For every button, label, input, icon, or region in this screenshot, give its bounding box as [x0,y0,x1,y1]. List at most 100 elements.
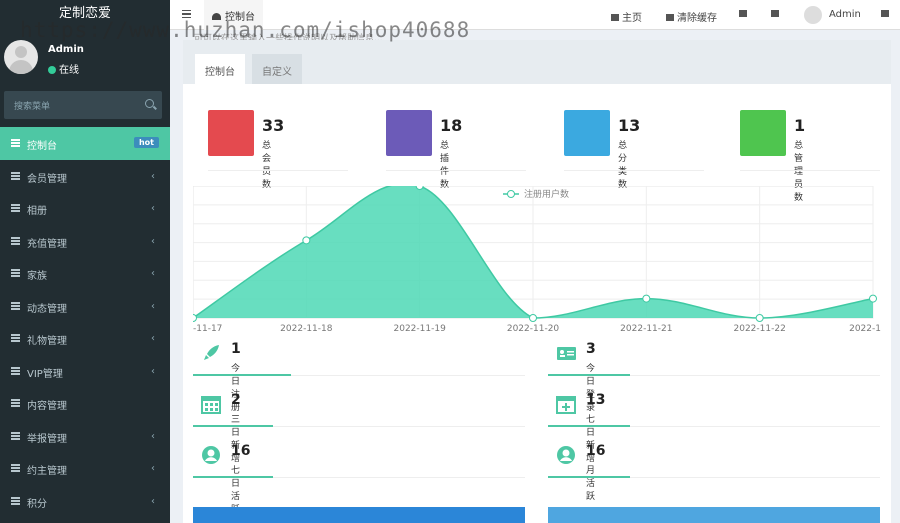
top-navbar: 控制台 主页 清除缓存 Admin [170,0,900,30]
sidebar-item-label: 内容管理 [27,401,67,412]
info-caption: 三日新增 [231,415,241,464]
stat-caption: 总分类数 [618,141,628,190]
dashboard-icon [11,139,20,147]
sidebar-item-hosts[interactable]: 约主管理 ‹ [0,452,170,485]
list-icon [11,464,20,472]
data-point[interactable] [415,186,424,190]
search-icon[interactable] [145,99,154,108]
user-circle-icon [557,446,575,464]
stat-caption: 总管理员数 [794,141,804,203]
fullscreen-button[interactable] [771,9,782,20]
info-value: 1 [231,341,241,357]
sidebar-item-label: 积分 [27,498,47,510]
list-icon [11,171,20,180]
chevron-left-icon: ‹ [151,170,155,182]
chart-legend[interactable]: 注册用户数 [503,188,569,200]
chevron-left-icon: ‹ [151,268,155,279]
sidebar-item-label: 会员管理 [27,173,67,185]
x-tick-label: 2022-1 [849,324,881,334]
legend-label: 注册用户数 [524,188,569,200]
hot-badge: hot [133,137,159,148]
data-point[interactable] [529,314,537,322]
user-name: Admin [48,44,84,55]
trash-icon [666,14,674,21]
info-caption: 今日登录 [586,364,596,413]
x-tick-label: 2022-11-22 [734,324,786,334]
registered-users-chart: -11-17 2022-11-18 2022-11-19 2022-11-20 2022… [193,186,881,334]
sidebar-item-recharge[interactable]: 充值管理 ‹ [0,225,170,258]
sidebar-item-label: 充值管理 [27,238,67,250]
search-input[interactable]: 搜索菜单 [14,102,51,112]
tab-label: 控制台 [225,12,255,23]
watermark: https://www.huzhan.com/ishop40688 [20,18,471,42]
main-content: 控制台 自定义 33 总会员数 18 总插件数 13 总分类数 1 总管理员数 … [183,40,891,523]
sidebar-item-vip[interactable]: VIP管理 ‹ [0,355,170,388]
sidebar-item-gifts[interactable]: 礼物管理 ‹ [0,322,170,355]
x-tick-label: -11-17 [193,324,222,334]
stat-caption: 总插件数 [440,141,450,190]
data-point[interactable] [755,314,764,322]
sidebar-item-points[interactable]: 积分 ‹ [0,485,170,518]
data-point[interactable] [642,294,651,303]
stat-caption: 总会员数 [262,141,272,190]
sidebar-item-reports[interactable]: 举报管理 ‹ [0,420,170,453]
avatar[interactable] [804,6,822,24]
data-point[interactable] [869,294,877,303]
menu-toggle-icon[interactable] [182,10,191,18]
tab-dashboard[interactable]: 控制台 [204,0,263,30]
list-icon [11,301,20,310]
stat-value: 13 [618,116,641,135]
sidebar-item-label: 礼物管理 [27,336,67,347]
bottom-panel-left [193,507,525,523]
leaf-icon [564,110,610,156]
tab-custom[interactable]: 自定义 [252,54,302,84]
calendar-plus-icon [556,396,576,414]
gears-icon [881,10,889,17]
clear-cache-button[interactable]: 清除缓存 [666,9,717,24]
sidebar-item-label: 约主管理 [27,466,67,477]
app-logo[interactable]: 定制恋爱 [58,6,111,21]
sidebar-item-album[interactable]: 相册 ‹ [0,192,170,225]
x-tick-label: 2022-11-19 [394,324,447,334]
sidebar-item-label: 控制台 [27,141,57,152]
user-icon [740,110,786,156]
data-point[interactable] [302,236,311,245]
avatar[interactable] [4,40,38,74]
settings-button[interactable] [881,9,892,20]
translate-icon [739,10,747,17]
chevron-left-icon: ‹ [151,203,155,214]
data-point[interactable] [193,314,197,322]
chevron-left-icon: ‹ [151,463,155,474]
info-value: 16 [586,443,606,459]
chevron-left-icon: ‹ [151,333,155,344]
sidebar-item-members[interactable]: 会员管理 ‹ [0,160,170,193]
home-link[interactable]: 主页 [611,9,642,24]
sidebar-item-dashboard[interactable]: 控制台 hot [0,127,170,160]
chevron-left-icon: ‹ [151,300,155,312]
chevron-left-icon: ‹ [151,365,155,377]
info-caption: 今日注册 [231,364,241,413]
sidebar-item-label: 动态管理 [27,303,67,315]
rocket-icon [204,345,219,360]
sidebar-item-label: 家族 [27,271,47,282]
user-status-label: 在线 [59,65,79,76]
x-tick-label: 2022-11-21 [620,324,672,334]
sidebar-item-moments[interactable]: 动态管理 ‹ [0,290,170,323]
users-icon [208,110,254,156]
sidebar-item-content[interactable]: 内容管理 [0,387,170,420]
tab-console[interactable]: 控制台 [195,54,245,84]
x-tick-label: 2022-11-18 [280,324,333,334]
sidebar-item-label: 举报管理 [27,433,67,445]
dashboard-panel: 33 总会员数 18 总插件数 13 总分类数 1 总管理员数 -11-17 20… [183,84,891,523]
id-card-icon [557,347,576,360]
user-name: Admin [829,9,861,20]
dashboard-icon [212,13,221,20]
sidebar: 定制恋爱 Admin 在线 搜索菜单 控制台 hot 会员管理 ‹ 相册 ‹ 充值管理… [0,0,170,523]
user-menu[interactable]: Admin [829,9,861,20]
sidebar-item-family[interactable]: 家族 ‹ [0,257,170,290]
online-dot-icon [48,66,56,74]
sidebar-search[interactable]: 搜索菜单 [4,91,162,119]
translate-button[interactable] [739,9,750,20]
stat-value: 1 [794,116,806,135]
list-icon [11,431,20,440]
